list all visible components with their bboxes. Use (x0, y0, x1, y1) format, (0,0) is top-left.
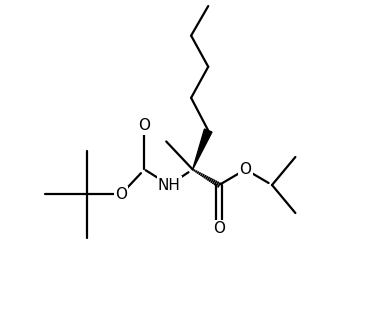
Text: NH: NH (158, 177, 181, 192)
Text: O: O (213, 221, 225, 236)
Polygon shape (193, 129, 212, 170)
Text: O: O (115, 187, 127, 202)
Text: O: O (138, 118, 150, 133)
Text: O: O (240, 162, 252, 177)
